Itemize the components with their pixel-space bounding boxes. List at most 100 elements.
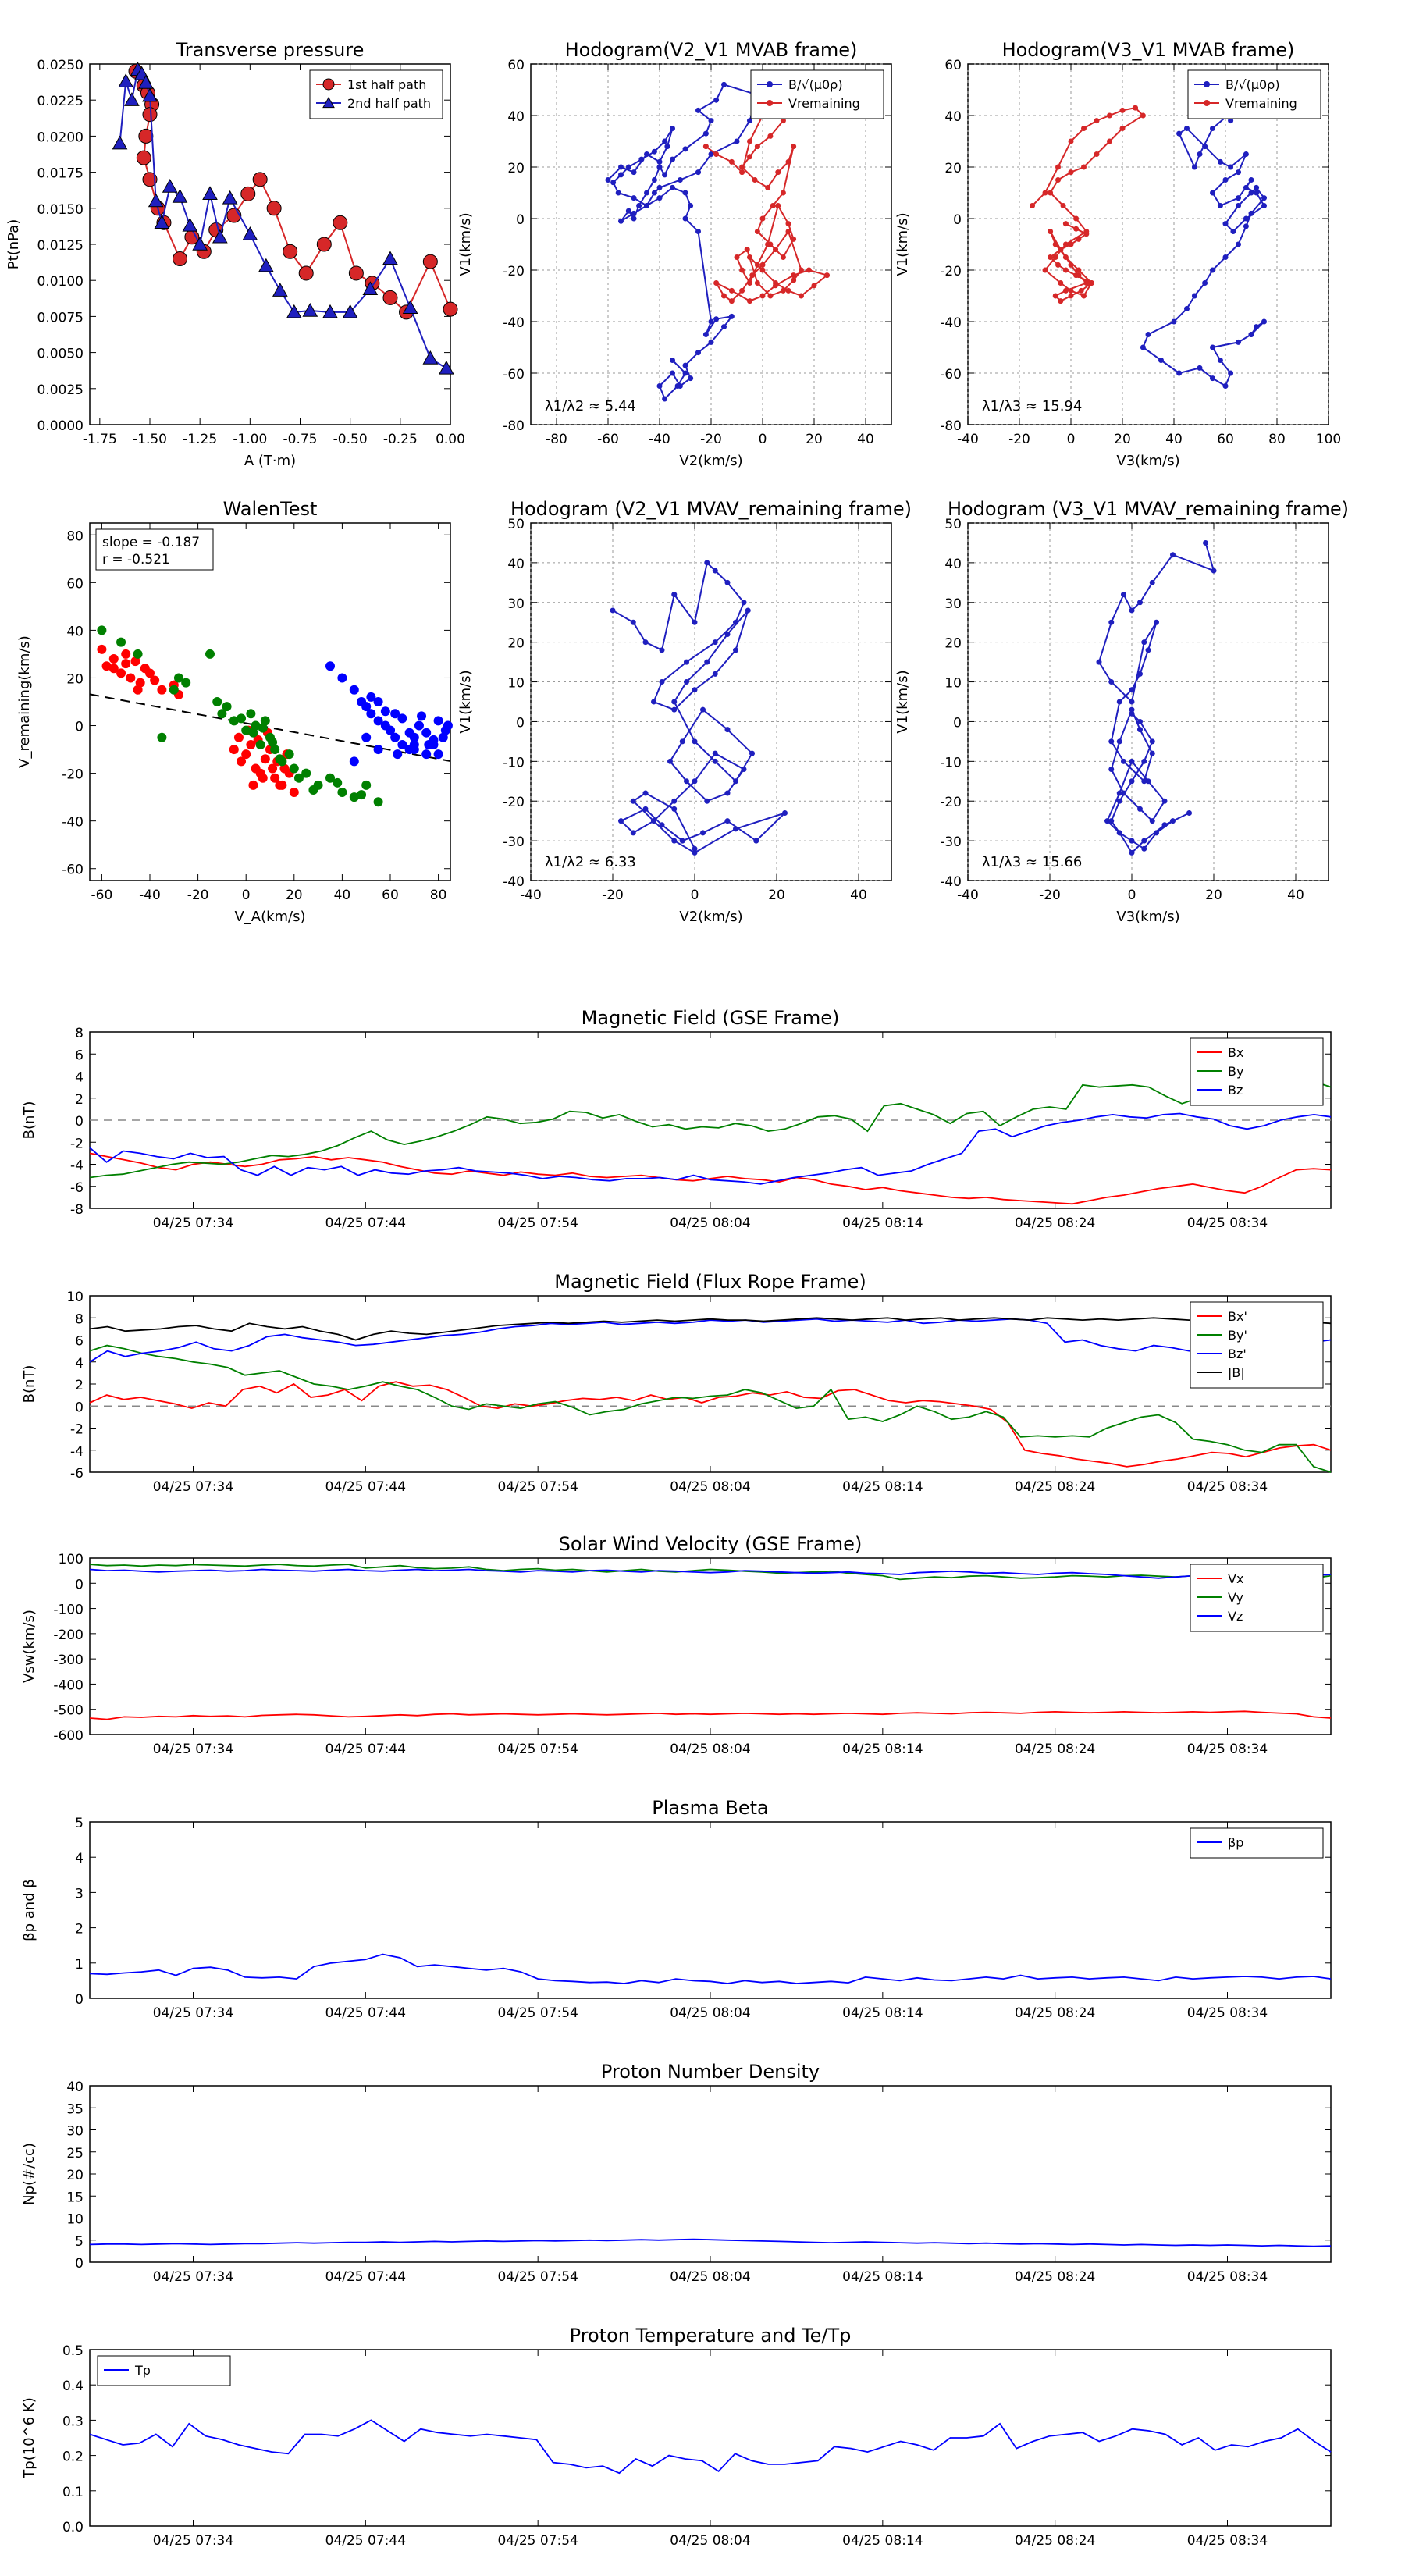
data-point [248, 728, 258, 738]
data-point [1176, 130, 1183, 137]
y-tick-label: 0.0 [62, 2520, 84, 2535]
data-point [1107, 138, 1112, 144]
data-point [1116, 830, 1122, 836]
data-point [724, 631, 731, 637]
y-tick-label: 30 [507, 596, 525, 612]
data-point [741, 600, 747, 606]
data-point [682, 362, 688, 368]
y-axis-label: βp and β [21, 1879, 37, 1941]
panel-hodogram-v2-v1-mvav: Hodogram (V2_V1 MVAV_remaining frame) -40… [457, 498, 912, 925]
data-point [747, 298, 752, 304]
data-point [1108, 767, 1115, 773]
data-point [770, 203, 776, 208]
data-point [1141, 639, 1147, 646]
data-point [138, 128, 154, 144]
data-point [682, 146, 688, 152]
data-point [704, 560, 710, 566]
y-tick-label: 60 [66, 576, 84, 592]
data-point [1062, 241, 1069, 247]
x-tick-label: 04/25 07:44 [325, 2269, 406, 2285]
x-tick-label: 04/25 07:54 [497, 1742, 578, 1757]
data-point [733, 778, 738, 785]
data-point-triangle [258, 258, 274, 272]
y-axis-label: V_remaining(km/s) [16, 635, 33, 768]
y-tick-label: 80 [66, 528, 84, 544]
data-point [422, 749, 432, 760]
data-point [373, 797, 383, 807]
data-point [1184, 306, 1190, 311]
data-point [1048, 190, 1054, 196]
data-point [229, 745, 239, 755]
data-point [1217, 203, 1223, 208]
x-tick-label: 04/25 07:54 [497, 2533, 578, 2549]
data-point [229, 716, 239, 726]
data-point [205, 649, 215, 659]
data-point [1133, 105, 1138, 111]
x-tick-label: -0.75 [283, 432, 318, 447]
y-tick-label: 10 [944, 676, 962, 692]
legend-label: By [1228, 1064, 1243, 1079]
data-point [749, 272, 756, 279]
y-tick-label: -40 [940, 315, 962, 331]
data-point [380, 706, 390, 717]
y-tick-label: 8 [75, 1311, 84, 1327]
data-point [1116, 790, 1122, 796]
x-tick-label: -60 [597, 432, 619, 447]
x-tick-label: 04/25 08:14 [842, 1742, 923, 1757]
y-tick-label: 0 [75, 720, 84, 735]
data-point [248, 780, 258, 790]
data-point [1129, 838, 1135, 844]
data-point [656, 164, 663, 170]
data-point [747, 154, 752, 160]
series-line [1031, 107, 1144, 302]
data-point [121, 649, 131, 659]
data-point [642, 790, 649, 796]
data-point [671, 592, 678, 598]
y-tick-label: 30 [944, 596, 962, 612]
x-tick-label: 60 [382, 888, 399, 903]
data-point [724, 790, 731, 796]
y-tick-label: -20 [940, 795, 962, 810]
data-point [1202, 280, 1208, 286]
x-tick-label: 0 [1067, 432, 1076, 447]
y-tick-label: -40 [503, 315, 525, 331]
data-point [692, 849, 698, 856]
data-point [671, 798, 678, 804]
panel-magnetic-field-gse: Magnetic Field (GSE Frame) -8 -6 -4 -2 0 2 4 6 8 0… [21, 1007, 1332, 1231]
data-point [433, 749, 443, 760]
x-tick-label: 04/25 07:34 [153, 1742, 233, 1757]
data-point [173, 251, 187, 266]
y-tick-label: 25 [66, 2146, 84, 2161]
y-axis-label: V1(km/s) [457, 212, 474, 276]
data-point [1217, 158, 1223, 165]
data-point [1121, 592, 1126, 598]
chart-title: Hodogram(V2_V1 MVAB frame) [565, 39, 858, 61]
x-tick-label: 04/25 08:04 [670, 2269, 750, 2285]
x-tick-label: -1.00 [233, 432, 267, 447]
y-tick-label: -30 [940, 834, 962, 850]
data-point [733, 826, 738, 832]
y-axis-label: Tp(10^6 K) [21, 2397, 37, 2478]
data-point [130, 656, 140, 667]
x-tick-label: 04/25 08:04 [670, 2005, 750, 2021]
data-point [1068, 169, 1074, 176]
data-point [422, 254, 438, 269]
data-point [136, 150, 151, 165]
y-tick-label: 0.0025 [37, 382, 84, 398]
data-point [702, 130, 709, 137]
x-tick-label: 60 [1217, 432, 1234, 447]
data-point [1145, 647, 1151, 653]
data-point [157, 732, 167, 742]
data-point [1108, 738, 1115, 745]
data-point [775, 203, 781, 208]
data-point [712, 750, 718, 756]
x-tick-label: 04/25 07:34 [153, 2005, 233, 2021]
y-tick-label: 0.0225 [37, 94, 84, 109]
data-point [1058, 247, 1064, 253]
data-point [712, 758, 718, 764]
legend-label: Vremaining [788, 96, 860, 111]
legend-label: B/√(μ0ρ) [1225, 77, 1280, 92]
data-point [631, 215, 637, 222]
data-point [260, 754, 270, 764]
data-point [173, 673, 183, 683]
